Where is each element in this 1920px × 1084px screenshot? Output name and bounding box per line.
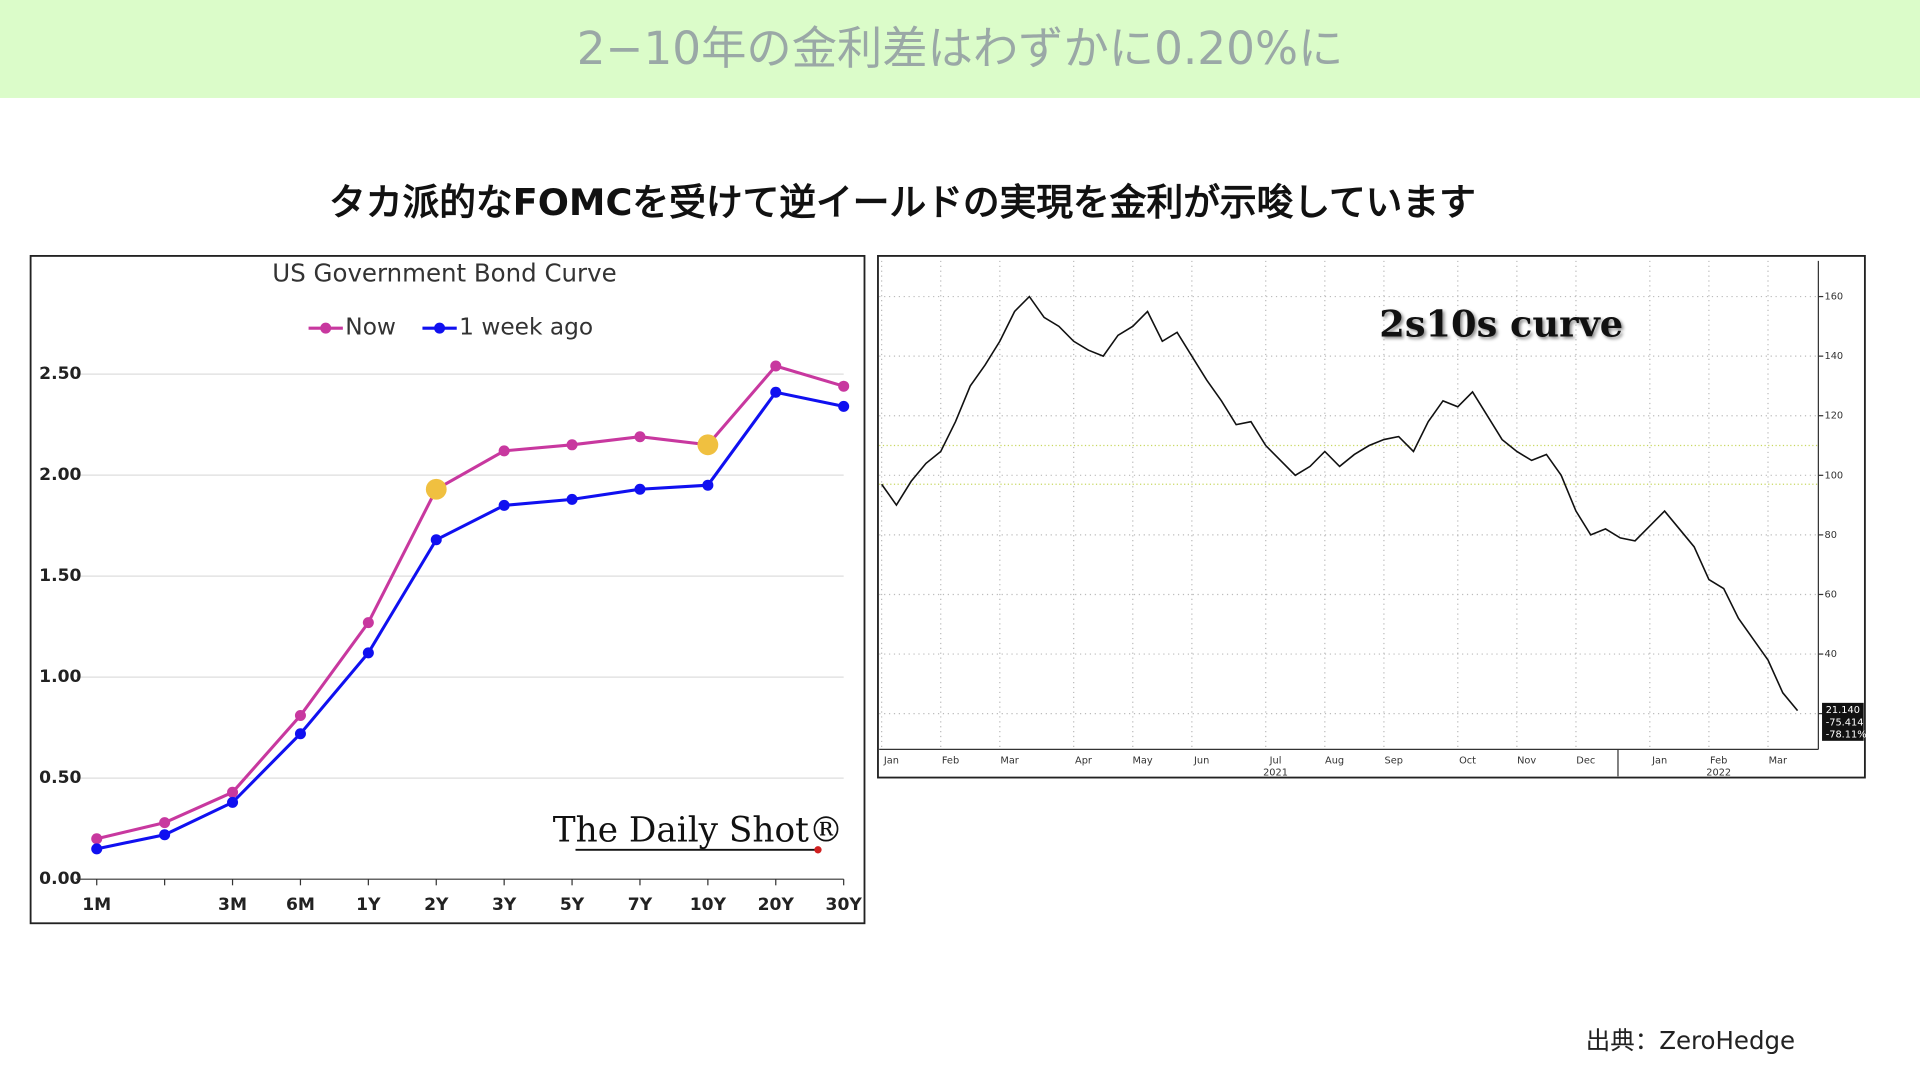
chart-frame: [29, 254, 866, 925]
x-tick-label: 6M: [286, 895, 315, 915]
x-tick-label: Jan: [883, 755, 899, 766]
x-tick-label: Mar: [1000, 755, 1019, 766]
data-point: [770, 360, 782, 372]
y-tick-label: 80: [1824, 530, 1836, 541]
series-line: [96, 364, 845, 841]
data-point: [91, 843, 103, 855]
last-value-label: 21.140: [1826, 705, 1860, 716]
x-tick-label: May: [1132, 755, 1152, 766]
y-tick-label: 0.50: [39, 768, 81, 788]
x-tick-label: 3Y: [492, 895, 517, 915]
watermark-dot: [814, 846, 822, 854]
legend-label: 1 week ago: [459, 314, 593, 341]
x-tick-label: 5Y: [560, 895, 585, 915]
x-tick-label: Aug: [1325, 755, 1344, 766]
x-tick-label: Nov: [1517, 755, 1536, 766]
data-point: [227, 796, 239, 808]
data-point: [362, 617, 374, 629]
data-point: [227, 786, 239, 798]
last-value-label: -78.11%: [1826, 730, 1867, 741]
data-point: [294, 710, 306, 722]
x-tick-label: 7Y: [628, 895, 653, 915]
data-point: [566, 493, 578, 505]
highlight-point: [425, 478, 447, 500]
y-tick-label: 120: [1824, 411, 1843, 422]
x-tick-label: Feb: [1710, 755, 1727, 766]
slide-title: 2−10年の金利差はわずかに0.20%に: [577, 22, 1344, 75]
data-point: [566, 439, 578, 451]
data-point: [294, 728, 306, 740]
series-line: [880, 295, 1799, 712]
source: 出典：ZeroHedge: [1586, 1026, 1795, 1055]
data-point: [634, 483, 646, 495]
y-tick-label: 140: [1824, 351, 1843, 362]
y-tick-label: 1.00: [39, 667, 81, 687]
y-tick-label: 60: [1824, 589, 1836, 600]
y-tick-label: 100: [1824, 470, 1843, 481]
x-tick-label: 10Y: [690, 895, 727, 915]
x-tick-label: Dec: [1576, 755, 1595, 766]
x-tick-label: 20Y: [758, 895, 795, 915]
highlight-point: [697, 434, 719, 456]
x-tick-label: Oct: [1459, 755, 1476, 766]
x-tick-label: Sep: [1384, 755, 1402, 766]
chart-frame: [877, 255, 1866, 779]
x-tick-label: 3M: [218, 895, 247, 915]
legend-marker: [320, 322, 332, 334]
y-tick-label: 2.00: [39, 465, 81, 485]
chart-title: US Government Bond Curve: [272, 258, 616, 287]
data-point: [498, 445, 510, 457]
year-label: 2021: [1263, 768, 1288, 779]
data-point: [159, 817, 171, 829]
title-bar: [0, 0, 1920, 98]
y-tick-label: 2.50: [39, 364, 81, 384]
last-value-label: -75.414: [1826, 717, 1864, 728]
x-tick-label: Jul: [1269, 755, 1282, 766]
data-point: [702, 479, 714, 491]
x-tick-label: 2Y: [424, 895, 449, 915]
y-tick-label: 40: [1824, 649, 1836, 660]
year-label: 2022: [1706, 768, 1731, 779]
last-value-box: [1822, 702, 1864, 741]
data-point: [159, 829, 171, 841]
x-tick-label: 1Y: [356, 895, 381, 915]
series-line: [96, 390, 844, 851]
x-tick-label: 1M: [82, 895, 111, 915]
data-point: [91, 833, 103, 845]
y-tick-label: 160: [1824, 292, 1843, 303]
legend-marker: [434, 322, 446, 334]
y-tick-label: 1.50: [39, 566, 81, 586]
data-point: [838, 400, 850, 412]
watermark: The Daily Shot®: [553, 811, 843, 851]
y-tick-label: 0.00: [39, 869, 81, 889]
x-tick-label: Jan: [1651, 755, 1667, 766]
legend-label: Now: [345, 314, 396, 341]
data-point: [770, 386, 782, 398]
x-tick-label: Jun: [1193, 755, 1209, 766]
x-tick-label: 30Y: [826, 895, 863, 915]
data-point: [430, 534, 442, 546]
data-point: [498, 499, 510, 511]
data-point: [838, 380, 850, 392]
chart-title: 2s10s curve: [1379, 302, 1623, 345]
x-tick-label: Feb: [942, 755, 959, 766]
x-tick-label: Apr: [1075, 755, 1093, 766]
x-tick-label: Mar: [1769, 755, 1788, 766]
subtitle: タカ派的なFOMCを受けて逆イールドの実現を金利が示唆しています: [329, 181, 1476, 224]
data-point: [362, 647, 374, 659]
data-point: [634, 431, 646, 443]
